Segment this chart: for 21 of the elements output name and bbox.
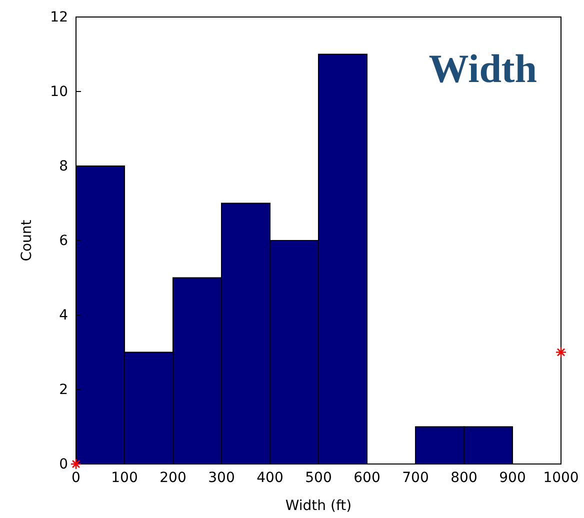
y-tick-label: 12 <box>50 9 68 26</box>
y-tick-label: 8 <box>59 158 68 174</box>
x-tick-label: 0 <box>72 470 80 486</box>
x-tick-label: 600 <box>354 470 380 486</box>
x-tick-label: 500 <box>305 470 332 486</box>
x-tick-label: 300 <box>208 470 235 486</box>
x-tick-label: 400 <box>256 470 284 486</box>
y-axis-title: Count <box>19 219 35 262</box>
x-tick-label: 800 <box>450 470 478 486</box>
text: Width <box>428 46 537 91</box>
x-axis-title: Width (ft) <box>285 498 352 514</box>
y-tick-label: 2 <box>59 382 68 398</box>
x-tick-label: 700 <box>402 470 429 486</box>
y-tick-label: 0 <box>59 456 68 472</box>
x-tick-label: 200 <box>160 470 186 486</box>
x-tick-label: 1000 <box>543 470 579 486</box>
y-tick-label: 6 <box>59 232 68 249</box>
x-tick-label: 900 <box>499 470 526 486</box>
y-tick-label: 10 <box>50 84 68 100</box>
x-tick-label: 100 <box>111 470 138 486</box>
y-tick-label: 4 <box>59 307 68 324</box>
